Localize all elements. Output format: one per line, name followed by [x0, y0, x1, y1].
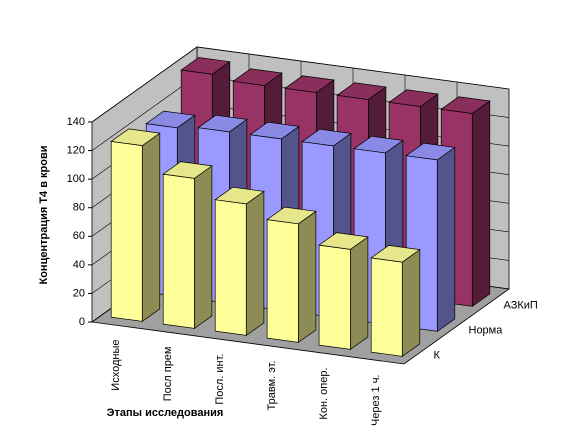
y-tick-label: 120: [67, 144, 85, 156]
bar: [405, 142, 456, 333]
bar: [370, 245, 421, 358]
y-tick-label: 0: [79, 316, 85, 328]
bar: [162, 161, 213, 330]
bar-front: [370, 257, 403, 357]
x-tick-label: Посл. инт.: [214, 354, 226, 405]
series-label: К: [434, 349, 441, 361]
bar-top: [249, 121, 300, 140]
bar-top: [301, 128, 352, 147]
bar-side: [245, 190, 265, 337]
y-axis-title: Концентрация Т4 в крови: [38, 145, 50, 284]
bar-top: [162, 161, 213, 179]
bar-top: [405, 142, 456, 161]
bar-side: [350, 236, 369, 351]
y-tick-label: 20: [73, 287, 85, 299]
y-tick-label: 60: [73, 230, 85, 242]
bar-top: [284, 75, 335, 93]
bar-top: [388, 89, 439, 107]
y-tick-label: 80: [73, 202, 85, 214]
bar: [110, 128, 161, 323]
bar-side: [401, 248, 421, 358]
series-label: АЗКиП: [504, 299, 538, 311]
bar: [318, 232, 369, 351]
grid-line: [91, 46, 510, 123]
series-label: Норма: [469, 324, 504, 336]
bar-top: [232, 68, 283, 86]
bar-side: [141, 132, 161, 323]
x-tick-label: Через 1 ч.: [370, 375, 382, 427]
bar-side: [436, 146, 456, 333]
x-tick-label: Травм. эт.: [266, 361, 278, 411]
bar-top: [370, 245, 421, 263]
bar-top: [197, 114, 248, 133]
bar: [214, 186, 265, 337]
x-tick-label: Кон. опер.: [318, 368, 330, 420]
x-tick-label: Исходные: [110, 340, 122, 391]
bar-side: [298, 210, 317, 344]
bar-top: [336, 82, 387, 100]
bar-top: [180, 57, 231, 75]
y-tick-label: 100: [67, 173, 85, 185]
bar-front: [162, 173, 195, 329]
bar-side: [194, 165, 213, 330]
bar-top: [266, 206, 317, 225]
bar-front: [214, 199, 247, 336]
bar-top: [110, 128, 161, 146]
bar-top: [214, 186, 265, 205]
x-axis-title: Этапы исследования: [107, 407, 224, 419]
bar-front: [266, 219, 299, 343]
y-tick-label: 140: [67, 116, 85, 128]
bar-front: [318, 244, 351, 350]
bar-front: [110, 140, 143, 322]
x-tick-label: Посл прем: [162, 347, 174, 402]
bar-top: [440, 96, 491, 114]
bar-side: [471, 100, 491, 308]
bar: [266, 206, 317, 344]
bar-top: [318, 232, 369, 250]
bar-top: [145, 110, 196, 129]
y-tick-label: 40: [73, 259, 85, 271]
bar-top: [353, 135, 404, 154]
